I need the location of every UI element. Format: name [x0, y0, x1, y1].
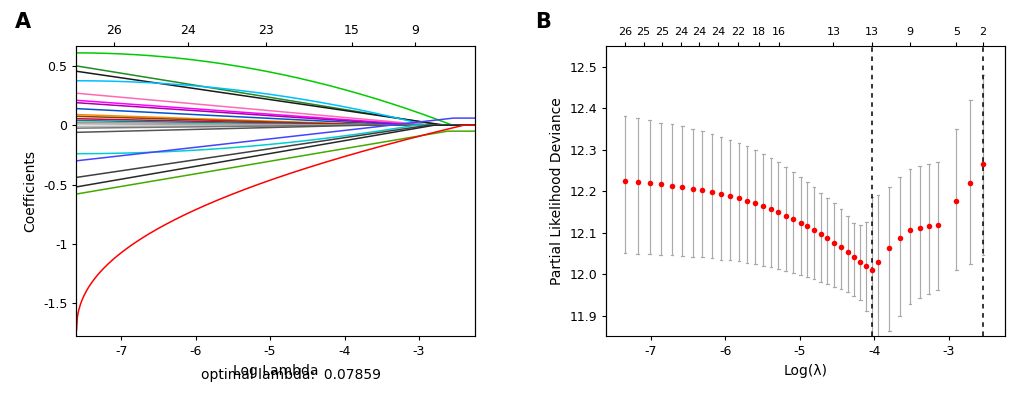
Y-axis label: Partial Likelihood Deviance: Partial Likelihood Deviance	[549, 97, 564, 285]
Point	[721, 193, 738, 199]
Point	[812, 231, 828, 237]
Point	[911, 224, 927, 231]
Point	[948, 198, 964, 205]
Point	[712, 191, 729, 197]
Point	[616, 178, 633, 184]
Point	[799, 223, 815, 230]
Point	[974, 161, 990, 167]
Point	[754, 203, 770, 209]
Point	[776, 213, 793, 219]
Point	[851, 258, 867, 265]
Point	[845, 254, 861, 260]
Point	[641, 180, 657, 186]
Point	[832, 244, 848, 250]
Point	[684, 185, 700, 192]
Point	[629, 179, 645, 185]
Point	[769, 209, 786, 215]
Point	[961, 179, 977, 186]
Text: B: B	[535, 12, 551, 32]
Point	[818, 235, 835, 242]
X-axis label: Log(λ): Log(λ)	[783, 364, 826, 378]
Point	[663, 182, 680, 189]
Point	[805, 227, 821, 233]
Point	[652, 181, 668, 187]
Point	[785, 216, 801, 222]
Point	[746, 200, 762, 206]
Point	[694, 187, 710, 193]
Text: A: A	[15, 12, 32, 32]
Point	[839, 249, 855, 255]
Point	[730, 195, 746, 201]
Point	[891, 234, 907, 241]
Point	[869, 258, 886, 265]
Point	[901, 227, 917, 234]
Point	[880, 245, 897, 252]
Point	[703, 189, 719, 195]
Point	[928, 222, 945, 228]
Point	[825, 239, 842, 246]
Point	[762, 206, 779, 212]
X-axis label: Log Lambda: Log Lambda	[232, 364, 318, 378]
Point	[863, 267, 879, 273]
Point	[738, 197, 754, 204]
Y-axis label: Coefficients: Coefficients	[23, 150, 38, 232]
Point	[792, 219, 808, 226]
Text: optimal lambda:  0.07859: optimal lambda: 0.07859	[201, 368, 380, 382]
Point	[674, 184, 690, 190]
Point	[857, 263, 873, 269]
Point	[920, 223, 936, 230]
